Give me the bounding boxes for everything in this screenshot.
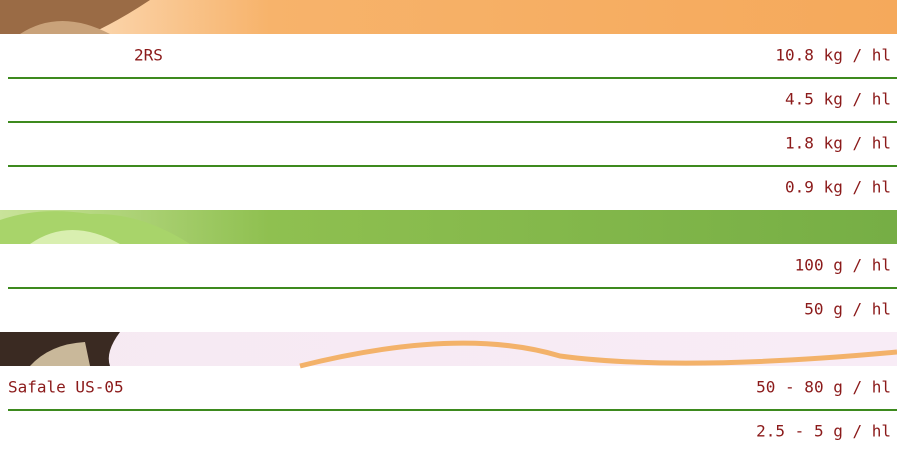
ingredient-amount: 0.9 kg / hl <box>785 178 891 197</box>
ingredient-amount: 100 g / hl <box>795 256 891 275</box>
ingredient-amount: 1.8 kg / hl <box>785 134 891 153</box>
wave <box>299 340 897 369</box>
ingredient-amount: 2.5 - 5 g / hl <box>756 422 891 441</box>
ingredient-amount: 10.8 kg / hl <box>775 46 891 65</box>
hops-image-detail <box>30 230 120 244</box>
section-banner <box>0 0 897 34</box>
ingredient-name: Safale US-05 <box>8 378 124 397</box>
ingredient-amount: 4.5 kg / hl <box>785 90 891 109</box>
ingredient-amount: 50 g / hl <box>804 300 891 319</box>
yeast-image-detail <box>30 342 90 366</box>
malt-image-detail <box>20 21 110 34</box>
ingredient-amount: 50 - 80 g / hl <box>756 378 891 397</box>
ingredient-name: 2RS <box>134 46 163 65</box>
